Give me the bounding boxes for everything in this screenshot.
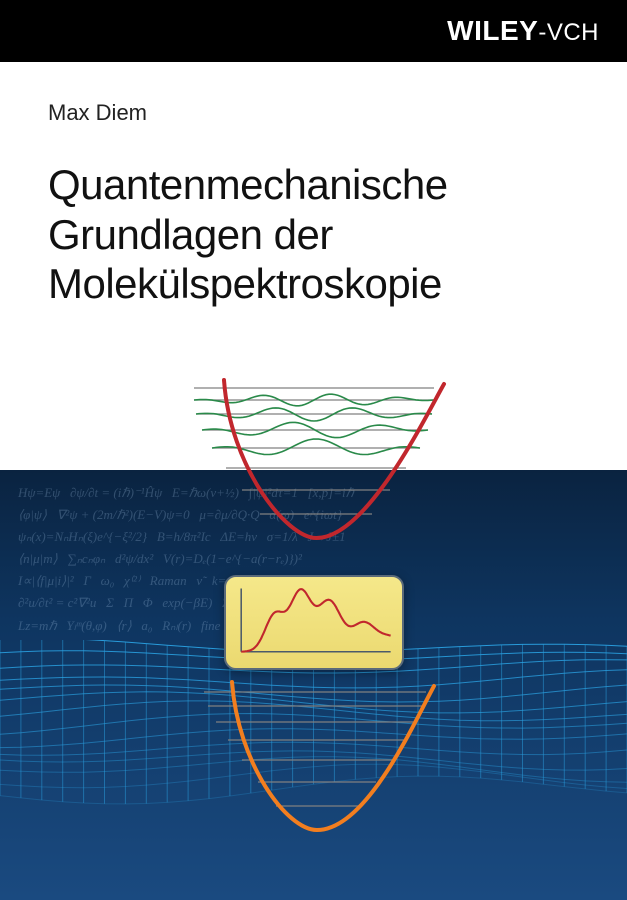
lower-potential-curve (232, 682, 434, 830)
spectrum-inset (224, 575, 404, 670)
publisher-bar: WILEY-VCH (0, 0, 627, 62)
book-title: Quantenmechanische Grundlagen der Molekü… (48, 160, 587, 309)
publisher-sub: -VCH (538, 19, 599, 46)
potential-diagram (134, 370, 494, 850)
title-line-1: Quantenmechanische (48, 161, 448, 208)
title-line-2: Grundlagen der (48, 211, 333, 258)
publisher-main: WILEY (447, 15, 538, 46)
book-cover: WILEY-VCH Max Diem Quantenmechanische Gr… (0, 0, 627, 900)
spectrum-svg (226, 577, 402, 668)
title-line-3: Molekülspektroskopie (48, 260, 442, 307)
publisher-logo: WILEY-VCH (447, 15, 599, 47)
author-name: Max Diem (48, 100, 147, 126)
spectrum-curve (241, 589, 390, 651)
